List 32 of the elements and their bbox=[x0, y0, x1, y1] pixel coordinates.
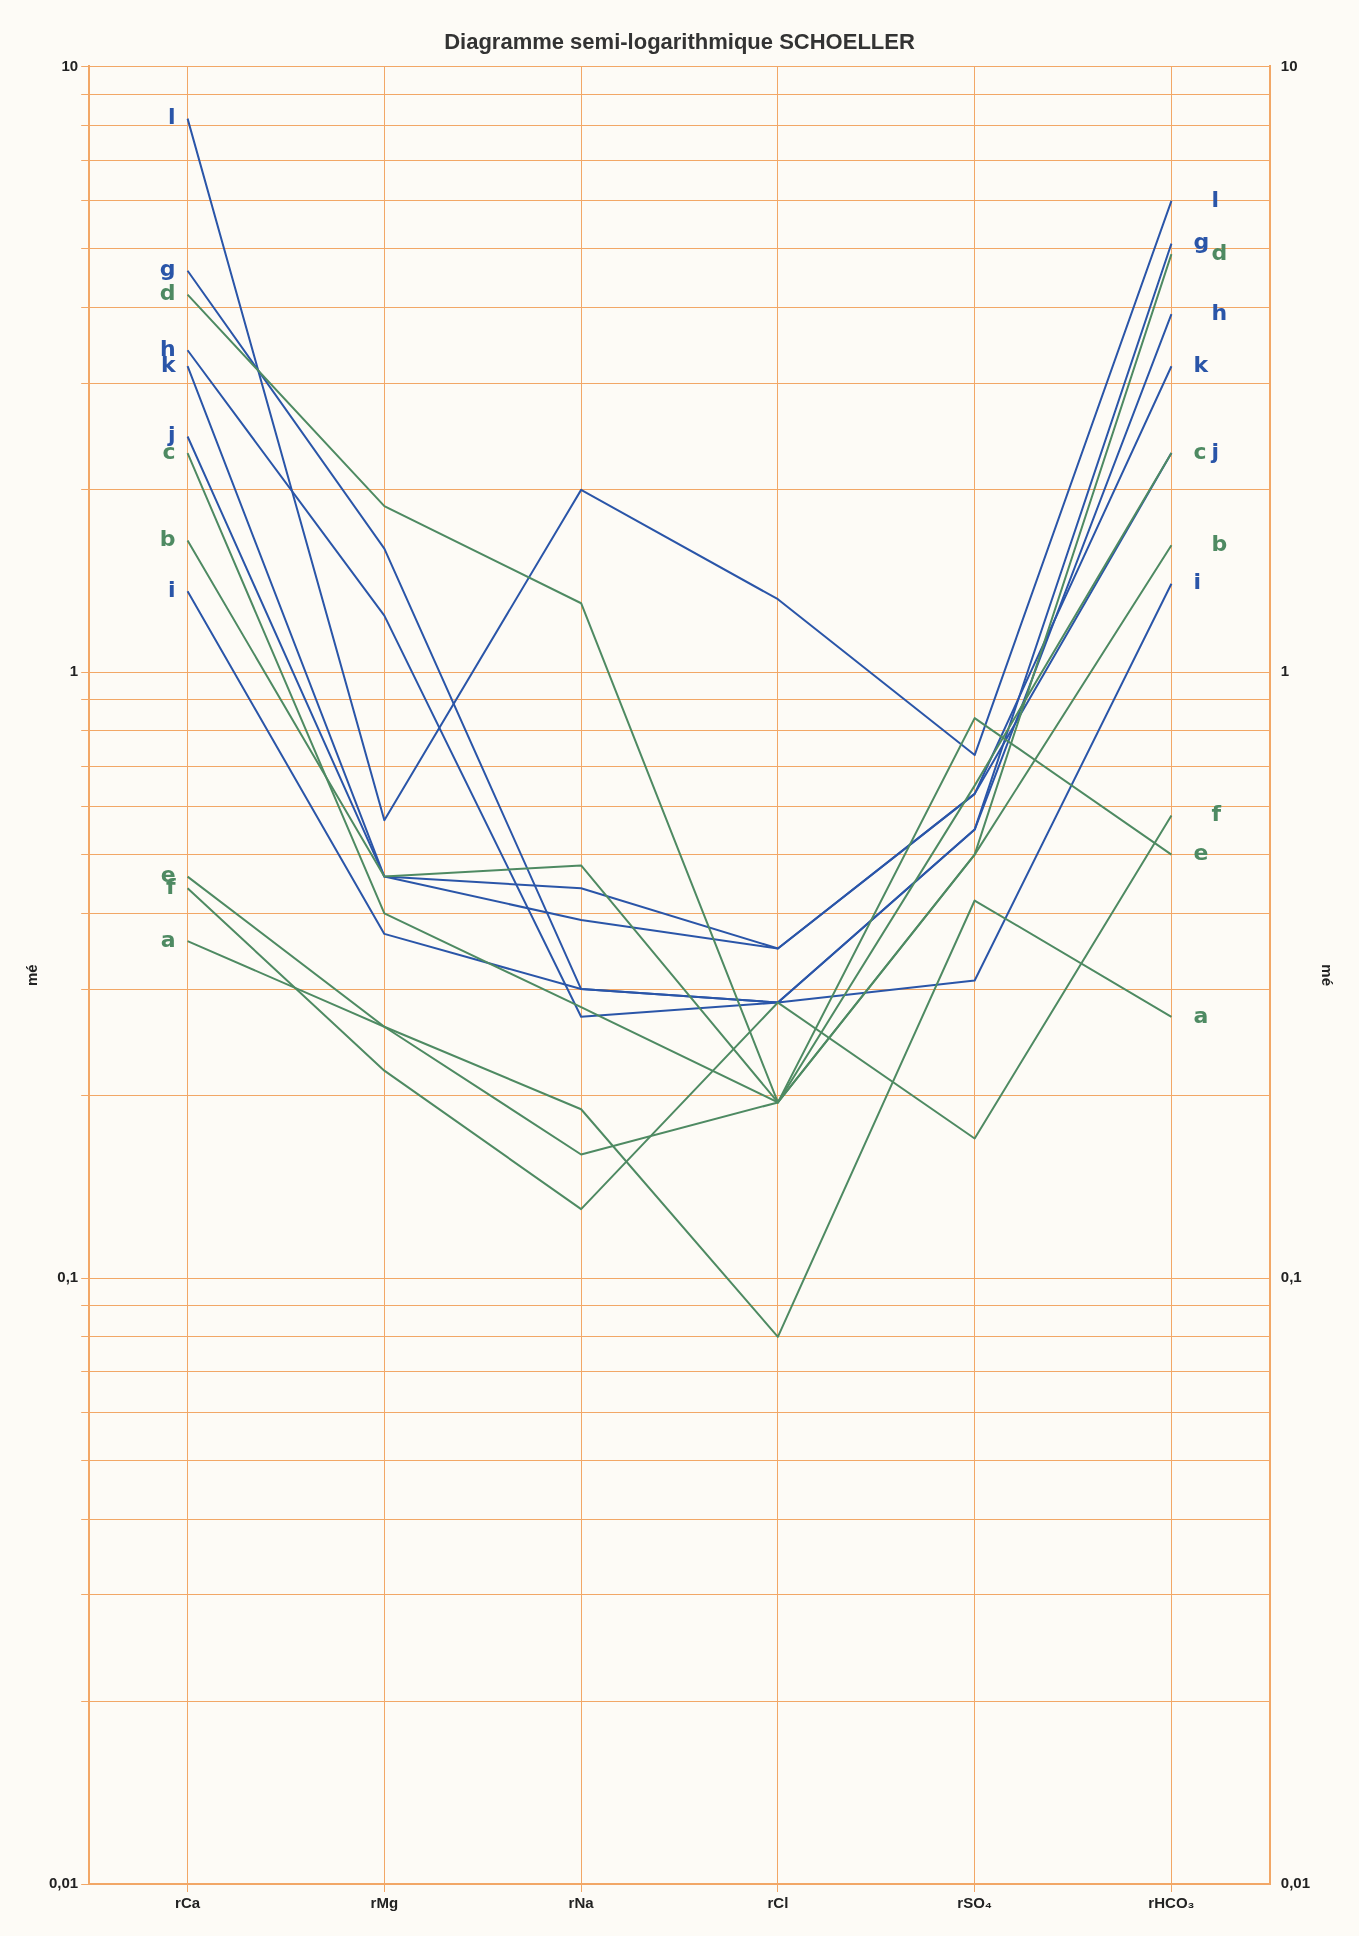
series-label: l bbox=[168, 104, 176, 130]
x-tick-label: rSO₄ bbox=[957, 1894, 992, 1912]
x-tick-label: rNa bbox=[568, 1894, 595, 1912]
text: i bbox=[1193, 569, 1201, 595]
series-label: g bbox=[159, 256, 176, 282]
text: g bbox=[1193, 229, 1210, 255]
text: a bbox=[1193, 1002, 1209, 1028]
x-tick-label: rCa bbox=[175, 1894, 201, 1912]
y-axis-title: mé bbox=[23, 964, 41, 987]
text: f bbox=[1211, 801, 1221, 827]
series-label: b bbox=[159, 526, 176, 552]
text: c bbox=[1193, 438, 1207, 464]
series-label: a bbox=[160, 926, 176, 952]
x-tick-label: rMg bbox=[370, 1894, 399, 1912]
y-tick-label: 1 bbox=[1280, 662, 1290, 680]
series-label: d bbox=[159, 280, 176, 306]
text: 0,1 bbox=[57, 1268, 79, 1286]
x-tick-label: rHCO₃ bbox=[1148, 1894, 1195, 1912]
text: 0,01 bbox=[48, 1874, 79, 1892]
text: b bbox=[1211, 531, 1228, 557]
series-label: i bbox=[168, 577, 176, 603]
text: 1 bbox=[69, 662, 79, 680]
chart-title: Diagramme semi-logarithmique SCHOELLER bbox=[444, 29, 915, 55]
text: k bbox=[1193, 351, 1209, 377]
x-tick-label: rCl bbox=[767, 1894, 789, 1912]
text: l bbox=[1211, 186, 1219, 212]
text: j bbox=[1211, 438, 1219, 464]
y-tick-label: 0,1 bbox=[1280, 1268, 1302, 1286]
text: 10 bbox=[61, 56, 79, 74]
y2-axis-title: mé bbox=[1318, 964, 1336, 987]
y-tick-label: 10 bbox=[1280, 56, 1298, 74]
y-tick-label: 0,01 bbox=[1280, 1874, 1311, 1892]
